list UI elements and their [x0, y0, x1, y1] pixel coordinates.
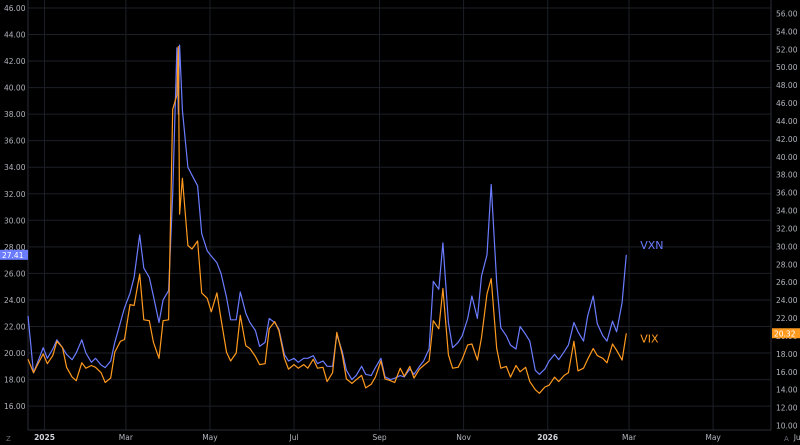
left-tick-label: 28.00	[4, 243, 26, 252]
right-tick-label: 30.00	[776, 242, 798, 251]
left-tick-label: 30.00	[4, 216, 26, 225]
time-tick-label: Mar	[622, 433, 637, 442]
left-tick-label: 38.00	[4, 110, 26, 119]
left-corner-label[interactable]: Z	[6, 435, 11, 443]
right-tick-label: 22.00	[776, 314, 798, 323]
last-value-text-vix: 20.32	[774, 329, 796, 338]
right-tick-label: 12.00	[776, 404, 798, 413]
time-axis[interactable]: 2025 Mar May Jul Sep Nov 2026 Mar May Ju	[34, 433, 800, 442]
left-tick-label: 26.00	[4, 269, 26, 278]
right-tick-label: 32.00	[776, 224, 798, 233]
right-tick-label: 42.00	[776, 135, 798, 144]
right-tick-label: 10.00	[776, 422, 798, 431]
time-tick-label: May	[705, 433, 721, 442]
right-corner-label[interactable]: A	[784, 435, 789, 443]
gridlines	[28, 0, 771, 430]
left-tick-label: 40.00	[4, 84, 26, 93]
time-tick-label: 2025	[34, 433, 55, 442]
time-tick-label: 2026	[537, 433, 558, 442]
series-line-vxn[interactable]	[27, 44, 627, 381]
left-tick-label: 22.00	[4, 322, 26, 331]
right-tick-label: 48.00	[776, 81, 798, 90]
right-tick-label: 46.00	[776, 99, 798, 108]
right-axis[interactable]: 10.0012.0014.0016.0018.0020.0022.0024.00…	[776, 9, 798, 430]
time-tick-label: May	[202, 433, 218, 442]
time-tick-label: Sep	[372, 433, 386, 442]
left-tick-label: 34.00	[4, 163, 26, 172]
left-axis[interactable]: 16.00 18.00 20.00 22.00 24.00 26.00 28.00 30.00…	[4, 4, 26, 411]
right-tick-label: 44.00	[776, 117, 798, 126]
last-value-badge-vxn	[0, 249, 28, 260]
right-tick-label: 54.00	[776, 27, 798, 36]
left-tick-label: 46.00	[4, 4, 26, 13]
right-tick-label: 40.00	[776, 153, 798, 162]
last-value-badge-vix	[772, 328, 800, 339]
right-tick-label: 28.00	[776, 260, 798, 269]
left-tick-label: 44.00	[4, 31, 26, 40]
time-tick-label: Mar	[119, 433, 134, 442]
right-tick-label: 56.00	[776, 9, 798, 18]
left-tick-label: 18.00	[4, 376, 26, 385]
right-tick-label: 34.00	[776, 207, 798, 216]
right-tick-label: 38.00	[776, 171, 798, 180]
right-tick-label: 14.00	[776, 386, 798, 395]
left-tick-label: 36.00	[4, 137, 26, 146]
last-value-badges: 27.41 20.32	[0, 249, 800, 339]
series-line-vix[interactable]	[27, 46, 627, 394]
series-label-vxn: VXN	[640, 239, 663, 252]
right-tick-label: 52.00	[776, 45, 798, 54]
left-tick-label: 16.00	[4, 402, 26, 411]
time-tick-label: Jul	[289, 433, 299, 442]
left-tick-label: 20.00	[4, 349, 26, 358]
right-tick-label: 18.00	[776, 350, 798, 359]
left-tick-label: 24.00	[4, 296, 26, 305]
axis-lines	[27, 0, 772, 431]
left-tick-label: 42.00	[4, 57, 26, 66]
right-tick-label: 50.00	[776, 63, 798, 72]
left-tick-label: 32.00	[4, 190, 26, 199]
time-tick-label: Ju	[793, 433, 800, 442]
series-labels: VXN VIX	[640, 239, 663, 345]
right-tick-label: 26.00	[776, 278, 798, 287]
time-tick-label: Nov	[456, 433, 471, 442]
right-tick-label: 36.00	[776, 189, 798, 198]
series-layer	[27, 44, 627, 394]
right-tick-label: 16.00	[776, 368, 798, 377]
right-tick-label: 24.00	[776, 296, 798, 305]
last-value-text-vxn: 27.41	[2, 251, 24, 260]
series-label-vix: VIX	[640, 332, 659, 345]
